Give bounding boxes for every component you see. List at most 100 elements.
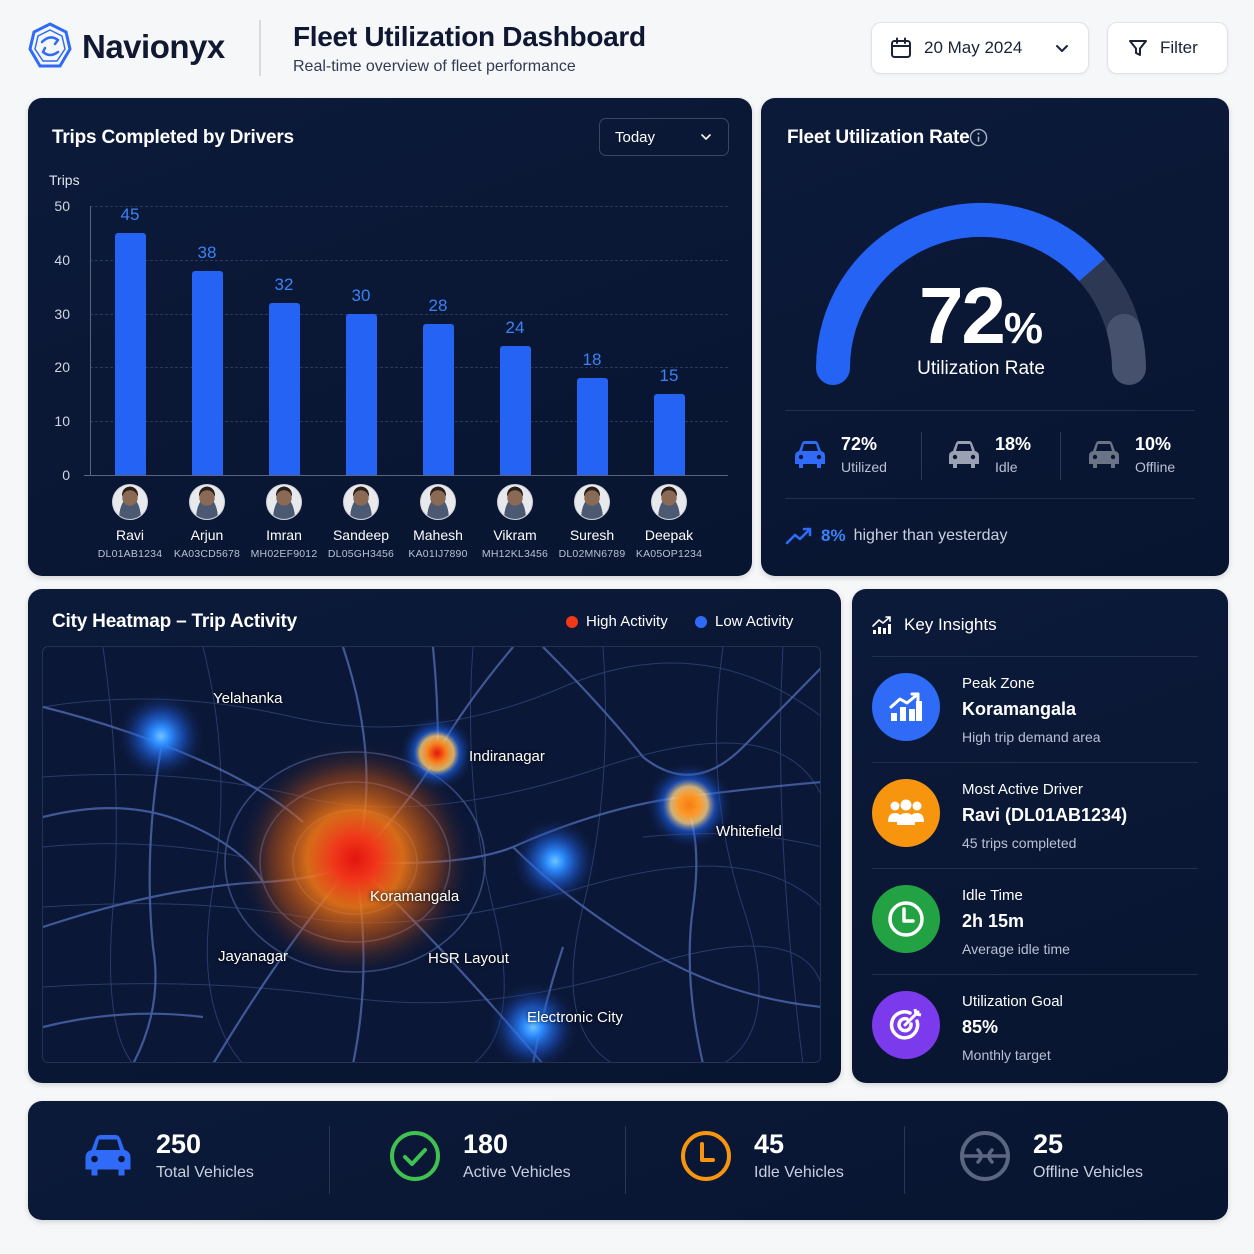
map-label-indiranagar: Indiranagar	[469, 748, 545, 765]
bar-suresh[interactable]	[577, 378, 608, 475]
bar-mahesh[interactable]	[423, 324, 454, 475]
car-offline-icon	[1089, 440, 1119, 468]
target-icon	[872, 991, 940, 1059]
divider	[329, 1126, 330, 1194]
filter-label: Filter	[1160, 38, 1198, 57]
map-label-koramangala: Koramangala	[370, 888, 460, 905]
divider	[904, 1126, 905, 1194]
summary-total-vehicles: 250 Total Vehicles	[82, 1129, 254, 1182]
bar-value-label: 30	[351, 285, 371, 305]
y-tick: 0	[62, 467, 70, 483]
bar-imran[interactable]	[269, 302, 300, 475]
trips-by-drivers-panel: Trips Completed by Drivers Today Trips 5…	[28, 98, 752, 576]
driver-plate: DL02MN6789	[558, 548, 626, 560]
insight-peak-zone[interactable]: Peak Zone Koramangala High trip demand a…	[872, 659, 1202, 759]
bar-deepak[interactable]	[654, 394, 685, 475]
driver-deepak[interactable]: Deepak KA05OP1234	[629, 484, 709, 560]
key-insights-panel: Key Insights Peak Zone Koramangala High …	[852, 589, 1228, 1083]
page-subtitle: Real-time overview of fleet performance	[293, 58, 576, 75]
date-value: 20 May 2024	[924, 38, 1023, 57]
driver-ravi[interactable]: Ravi DL01AB1234	[90, 484, 170, 560]
growth-chart-icon	[872, 673, 940, 741]
stat-offline: 10% Offline	[1087, 434, 1175, 475]
bar-value-label: 32	[274, 274, 294, 294]
filter-button[interactable]: Filter	[1107, 22, 1228, 74]
map-label-yelahanka: Yelahanka	[213, 690, 283, 707]
bar-value-label: 45	[120, 204, 140, 224]
period-select[interactable]: Today	[599, 118, 729, 156]
driver-plate: KA03CD5678	[173, 548, 241, 560]
bar-value-label: 15	[659, 366, 679, 386]
divider	[872, 974, 1198, 975]
car-icon	[85, 1134, 131, 1175]
driver-name: Deepak	[644, 527, 694, 543]
fleet-summary-bar: 250 Total Vehicles 180 Active Vehicles 45 I…	[28, 1101, 1228, 1220]
panel-title: Fleet Utilization Rate	[787, 127, 970, 148]
bar-arjun[interactable]	[192, 270, 223, 475]
y-axis-label: Trips	[49, 172, 80, 188]
brand-logo[interactable]: Navionyx	[28, 22, 225, 72]
driver-sandeep[interactable]: Sandeep DL05GH3456	[321, 484, 401, 560]
bar-sandeep[interactable]	[346, 313, 377, 475]
navionyx-logo-icon	[28, 22, 72, 68]
legend-high-activity: High Activity	[566, 613, 668, 630]
driver-plate: KA01IJ7890	[408, 548, 468, 560]
insight-most-active-driver[interactable]: Most Active Driver Ravi (DL01AB1234) 45 …	[872, 765, 1202, 865]
x-axis	[84, 475, 728, 476]
gridline	[90, 314, 728, 315]
driver-suresh[interactable]: Suresh DL02MN6789	[552, 484, 632, 560]
bar-value-label: 24	[505, 317, 525, 337]
map-label-hsr-layout: HSR Layout	[428, 950, 509, 967]
map-label-jayanagar: Jayanagar	[218, 948, 289, 965]
bar-ravi[interactable]	[115, 232, 146, 475]
divider	[625, 1126, 626, 1194]
city-map[interactable]: Yelahanka Indiranagar Whitefield Koraman…	[42, 646, 821, 1063]
y-tick: 30	[54, 306, 70, 322]
clock-icon	[681, 1130, 731, 1181]
info-icon[interactable]	[969, 128, 988, 147]
avatar	[651, 484, 687, 520]
y-tick: 50	[54, 198, 70, 214]
insights-header: Key Insights	[872, 615, 997, 635]
divider	[1060, 432, 1061, 480]
insight-idle-time[interactable]: Idle Time 2h 15m Average idle time	[872, 871, 1202, 971]
gridline	[90, 367, 728, 368]
driver-imran[interactable]: Imran MH02EF9012	[244, 484, 324, 560]
driver-name: Arjun	[190, 527, 224, 543]
y-tick: 10	[54, 413, 70, 429]
bar-vikram[interactable]	[500, 345, 531, 475]
users-group-icon	[872, 779, 940, 847]
driver-plate: DL01AB1234	[97, 548, 163, 560]
driver-plate: MH02EF9012	[250, 548, 318, 560]
avatar	[112, 484, 148, 520]
road-network	[43, 647, 820, 1062]
avatar	[189, 484, 225, 520]
disconnected-icon	[960, 1130, 1010, 1181]
utilization-rate-label: Utilization Rate	[917, 358, 1045, 379]
panel-title: City Heatmap – Trip Activity	[52, 611, 297, 632]
date-picker[interactable]: 20 May 2024	[871, 22, 1089, 74]
divider	[872, 868, 1198, 869]
driver-name: Mahesh	[413, 527, 463, 543]
driver-vikram[interactable]: Vikram MH12KL3456	[475, 484, 555, 560]
divider	[785, 410, 1195, 411]
gridline	[90, 421, 728, 422]
gridline	[90, 206, 728, 207]
panel-title: Trips Completed by Drivers	[52, 127, 294, 148]
driver-mahesh[interactable]: Mahesh KA01IJ7890	[398, 484, 478, 560]
chevron-down-icon	[1056, 45, 1068, 52]
divider	[872, 762, 1198, 763]
header: Navionyx Fleet Utilization Dashboard Rea…	[0, 0, 1254, 92]
bar-value-label: 38	[197, 242, 217, 262]
brand-name: Navionyx	[82, 28, 225, 65]
driver-name: Imran	[266, 527, 302, 543]
driver-arjun[interactable]: Arjun KA03CD5678	[167, 484, 247, 560]
red-dot-icon	[566, 615, 578, 628]
filter-funnel-icon	[1129, 40, 1147, 56]
clock-icon	[872, 885, 940, 953]
summary-offline-vehicles: 25 Offline Vehicles	[959, 1129, 1143, 1182]
driver-plate: KA05OP1234	[635, 548, 703, 560]
avatar	[420, 484, 456, 520]
insight-utilization-goal[interactable]: Utilization Goal 85% Monthly target	[872, 977, 1202, 1077]
insights-title: Key Insights	[904, 615, 997, 634]
